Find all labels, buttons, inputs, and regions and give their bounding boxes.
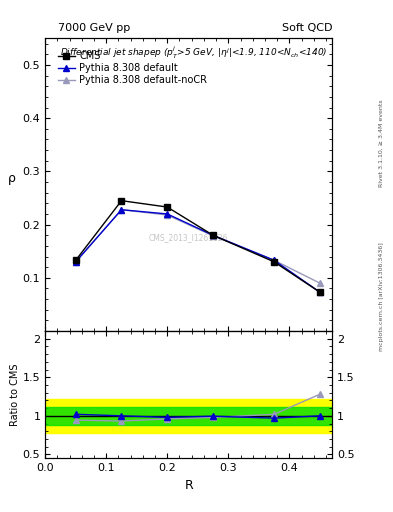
Line: CMS: CMS (73, 198, 323, 295)
CMS (211, 232, 215, 238)
Pythia 8.308 default-noCR (73, 259, 78, 265)
Y-axis label: ρ: ρ (7, 172, 15, 185)
Pythia 8.308 default-noCR (119, 207, 124, 213)
Pythia 8.308 default (119, 207, 124, 213)
CMS (73, 257, 78, 263)
Pythia 8.308 default (272, 257, 276, 263)
Pythia 8.308 default-noCR (272, 257, 276, 263)
Legend: CMS, Pythia 8.308 default, Pythia 8.308 default-noCR: CMS, Pythia 8.308 default, Pythia 8.308 … (56, 49, 209, 87)
Pythia 8.308 default (211, 232, 215, 238)
Text: CMS_2013_I1261026: CMS_2013_I1261026 (149, 233, 228, 242)
Y-axis label: Ratio to CMS: Ratio to CMS (10, 364, 20, 426)
Text: Rivet 3.1.10, ≥ 3.4M events: Rivet 3.1.10, ≥ 3.4M events (379, 99, 384, 187)
Pythia 8.308 default-noCR (318, 280, 322, 286)
Text: mcplots.cern.ch [arXiv:1306.3436]: mcplots.cern.ch [arXiv:1306.3436] (379, 243, 384, 351)
Pythia 8.308 default (165, 211, 170, 217)
Text: Soft QCD: Soft QCD (282, 23, 332, 33)
Text: Differential jet shapep ($p_T^j$>5 GeV, $|\eta^j|$<1.9, 110<$N_{ch}$<140): Differential jet shapep ($p_T^j$>5 GeV, … (60, 44, 327, 60)
X-axis label: R: R (184, 479, 193, 492)
Text: 7000 GeV pp: 7000 GeV pp (58, 23, 130, 33)
Line: Pythia 8.308 default: Pythia 8.308 default (73, 207, 323, 295)
CMS (165, 204, 170, 210)
Pythia 8.308 default (73, 259, 78, 265)
CMS (272, 259, 276, 265)
Pythia 8.308 default-noCR (165, 212, 170, 218)
Line: Pythia 8.308 default-noCR: Pythia 8.308 default-noCR (73, 207, 323, 286)
CMS (318, 289, 322, 295)
Pythia 8.308 default (318, 289, 322, 295)
Pythia 8.308 default-noCR (211, 233, 215, 239)
CMS (119, 198, 124, 204)
